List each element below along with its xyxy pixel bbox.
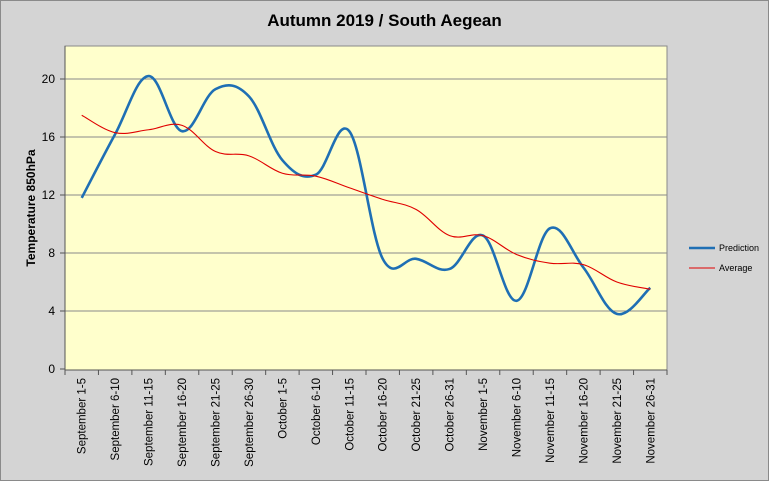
x-tick-label: November 21-25 — [612, 378, 624, 464]
y-tick-label: 12 — [42, 188, 56, 202]
x-tick-label: November 26-31 — [645, 378, 657, 464]
plot-area — [64, 45, 668, 371]
x-tick-label: October 21-25 — [411, 378, 423, 452]
x-tick-label: November 6-10 — [512, 378, 524, 457]
y-tick-label: 4 — [48, 304, 55, 318]
x-tick-label: September 1-5 — [77, 378, 89, 454]
x-tick-label: November 16-20 — [578, 378, 590, 464]
y-tick-label: 16 — [42, 130, 56, 144]
series-lines — [80, 74, 652, 316]
x-tick-label: September 16-20 — [177, 378, 189, 467]
x-tick-label: November 1-5 — [478, 378, 490, 451]
x-tick-label: October 6-10 — [311, 378, 323, 445]
x-tick-label: September 11-15 — [144, 378, 156, 466]
x-tick-label: October 16-20 — [378, 378, 390, 452]
y-axis-label: Temperature 850hPa — [24, 149, 38, 266]
y-tick-label: 8 — [48, 246, 55, 260]
x-tick-label: October 11-15 — [344, 378, 356, 451]
legend-label-prediction: Prediction — [719, 243, 759, 253]
legend-label-average: Average — [719, 263, 752, 273]
x-tick-label: September 26-30 — [244, 378, 256, 467]
x-tick-label: October 1-5 — [277, 378, 289, 439]
series-line-prediction — [80, 74, 652, 316]
series-line-average — [81, 114, 651, 290]
x-tick-label: September 21-25 — [211, 378, 223, 467]
axes: 0 4 8 12 16 20 September 1-5 September 6-10 Sept… — [42, 46, 668, 467]
chart-title: Autumn 2019 / South Aegean — [267, 11, 502, 30]
legend: Prediction Average — [689, 243, 759, 273]
y-tick-label: 20 — [42, 72, 56, 86]
y-tick-label: 0 — [48, 362, 55, 376]
x-tick-label: November 11-15 — [545, 378, 557, 463]
x-tick-label: October 26-31 — [445, 378, 457, 452]
x-tick-label: September 6-10 — [110, 378, 122, 460]
